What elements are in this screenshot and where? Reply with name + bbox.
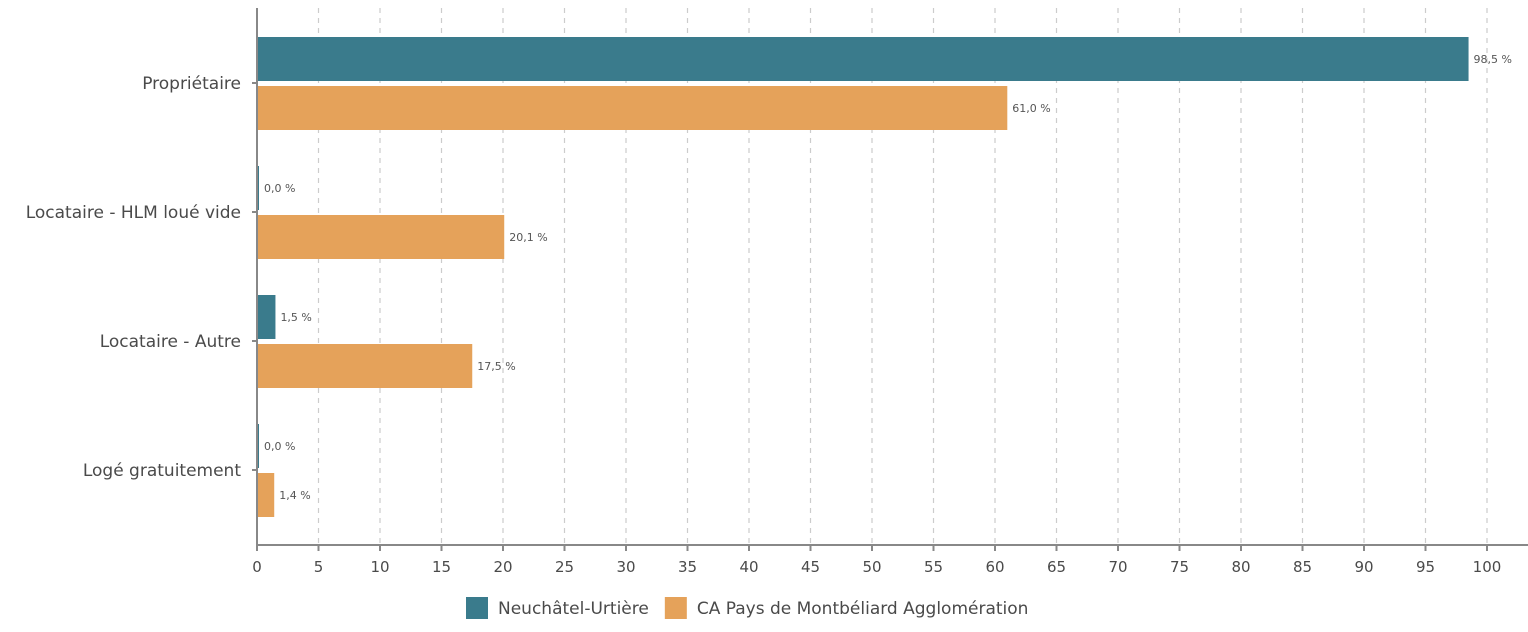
data-label-series2-3: 1,4 %: [279, 489, 310, 502]
data-label-series2-0: 61,0 %: [1012, 102, 1050, 115]
legend-label-series2: CA Pays de Montbéliard Agglomération: [697, 599, 1029, 619]
x-tick-label-75: 75: [1170, 558, 1189, 576]
bar-series1-0: [257, 37, 1469, 81]
bar-series2-3: [257, 473, 275, 517]
x-tick-label-10: 10: [370, 558, 389, 576]
x-tick-label-45: 45: [801, 558, 820, 576]
legend-swatch-series1: [466, 597, 488, 619]
x-tick-label-20: 20: [493, 558, 512, 576]
legend-label-series1: Neuchâtel-Urtière: [498, 599, 649, 619]
data-label-series1-1: 0,0 %: [264, 182, 295, 195]
x-tick-label-100: 100: [1473, 558, 1502, 576]
x-tick-label-15: 15: [432, 558, 451, 576]
axes: 0 5 10 15 20 25 30 35 40 45 50 55 60 65 70 75 80 85 90 95 10…: [252, 8, 1528, 576]
x-tick-label-65: 65: [1047, 558, 1066, 576]
x-tick-label-55: 55: [924, 558, 943, 576]
x-tick-label-85: 85: [1293, 558, 1312, 576]
x-tick-label-35: 35: [678, 558, 697, 576]
data-label-series2-2: 17,5 %: [477, 360, 515, 373]
category-label-0: Propriétaire: [142, 74, 241, 94]
x-tick-label-50: 50: [862, 558, 881, 576]
x-tick-label-5: 5: [314, 558, 324, 576]
bars: [257, 37, 1469, 517]
x-tick-label-40: 40: [739, 558, 758, 576]
bar-series2-1: [257, 215, 505, 259]
category-label-2: Locataire - Autre: [100, 332, 241, 352]
x-tick-label-80: 80: [1231, 558, 1250, 576]
labels: 98,5 % 61,0 % Propriétaire 0,0 % 20,1 % Locat…: [26, 53, 1512, 502]
category-label-1: Locataire - HLM loué vide: [26, 203, 241, 223]
x-tick-label-70: 70: [1108, 558, 1127, 576]
legend-swatch-series2: [664, 597, 687, 619]
x-tick-label-60: 60: [985, 558, 1004, 576]
category-label-3: Logé gratuitement: [83, 461, 242, 481]
bar-series2-2: [257, 344, 473, 388]
legend: Neuchâtel-Urtière CA Pays de Montbéliard …: [466, 597, 1028, 619]
data-label-series1-2: 1,5 %: [280, 311, 311, 324]
x-tick-label-25: 25: [555, 558, 574, 576]
x-tick-label-0: 0: [252, 558, 262, 576]
data-label-series1-3: 0,0 %: [264, 440, 295, 453]
x-tick-label-90: 90: [1354, 558, 1373, 576]
data-label-series2-1: 20,1 %: [509, 231, 547, 244]
data-label-series1-0: 98,5 %: [1474, 53, 1512, 66]
x-tick-label-95: 95: [1416, 558, 1435, 576]
x-tick-label-30: 30: [616, 558, 635, 576]
bar-series1-2: [257, 295, 276, 339]
bar-series2-0: [257, 86, 1008, 130]
